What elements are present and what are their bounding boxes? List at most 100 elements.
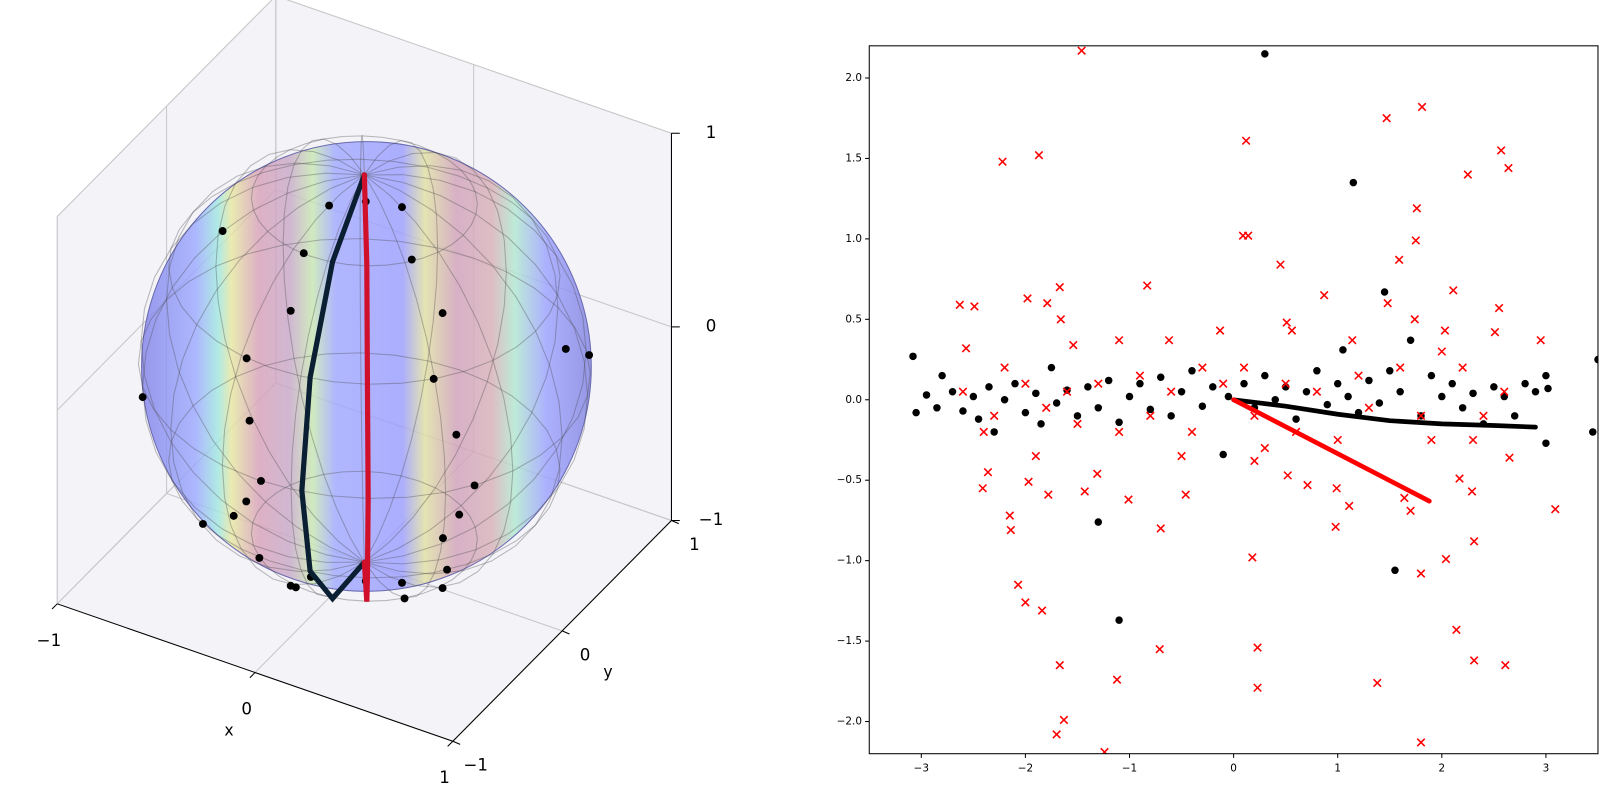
point xyxy=(1055,282,1065,292)
point xyxy=(1093,379,1103,388)
point xyxy=(1494,303,1504,313)
point xyxy=(1312,387,1322,397)
point xyxy=(1166,387,1176,397)
y-axis-label: y xyxy=(603,663,612,681)
point xyxy=(138,393,147,402)
chart-3d: −1 0 1 −1 0 1 −1 0 1 x y xyxy=(37,0,724,786)
point xyxy=(1021,598,1030,607)
point xyxy=(1177,387,1186,396)
sphere-wire xyxy=(364,174,514,588)
point xyxy=(1177,451,1186,461)
point xyxy=(1044,490,1053,499)
point xyxy=(1427,435,1436,445)
x-tick-label: 0 xyxy=(1230,762,1237,774)
y-tick-label: 0 xyxy=(580,645,591,664)
point xyxy=(1283,471,1293,480)
point xyxy=(1156,373,1165,381)
point xyxy=(1215,326,1225,335)
point xyxy=(1510,412,1519,420)
tick-mark xyxy=(51,603,58,610)
point xyxy=(959,407,967,415)
y-tick-label: 1 xyxy=(689,535,700,554)
point xyxy=(438,584,447,593)
point xyxy=(1011,379,1019,388)
point xyxy=(1094,404,1103,412)
sphere-wire xyxy=(364,174,587,563)
point xyxy=(1037,420,1045,428)
point xyxy=(1395,363,1405,372)
point xyxy=(1135,371,1145,380)
point xyxy=(1282,318,1292,327)
point xyxy=(1041,403,1051,413)
point xyxy=(1073,412,1082,420)
point xyxy=(1021,408,1030,417)
point xyxy=(438,309,447,318)
point xyxy=(1187,427,1197,437)
point xyxy=(1463,170,1473,179)
point xyxy=(985,383,993,391)
x-tick-label: −1 xyxy=(1122,762,1137,774)
point xyxy=(255,553,264,562)
point xyxy=(1458,363,1467,372)
point xyxy=(1496,146,1506,155)
point xyxy=(1448,286,1458,295)
tick-mark xyxy=(249,672,256,679)
point xyxy=(229,511,238,520)
y-tick-label: −2.0 xyxy=(837,716,862,728)
point xyxy=(1531,387,1540,396)
point xyxy=(1253,643,1262,652)
point xyxy=(398,203,406,212)
x-tick-label: −1 xyxy=(37,631,62,650)
point xyxy=(1347,335,1357,345)
sphere-wire xyxy=(282,138,365,563)
plot-area xyxy=(909,46,1598,754)
point xyxy=(429,374,438,383)
point xyxy=(909,352,917,361)
point xyxy=(1333,379,1342,388)
point xyxy=(1448,379,1456,388)
x-tick-label: −3 xyxy=(914,762,929,774)
point xyxy=(1416,569,1426,578)
point xyxy=(1438,392,1446,401)
point xyxy=(1188,367,1196,375)
point xyxy=(1411,236,1421,245)
point xyxy=(1034,150,1044,160)
point xyxy=(1287,326,1297,335)
point xyxy=(325,201,334,210)
point xyxy=(974,415,983,423)
chart-2d: −3 −2 −1 0 1 2 3 −2.0 −1.5 −1.0 −0.5 0.0 0.5 1.0 1.5 2.… xyxy=(837,45,1599,774)
point xyxy=(1063,386,1071,394)
point xyxy=(970,302,979,311)
sphere-wire xyxy=(364,151,507,563)
point xyxy=(1077,46,1086,55)
point xyxy=(1427,371,1436,380)
point xyxy=(1504,163,1513,173)
point xyxy=(1167,412,1175,420)
point xyxy=(1031,451,1041,461)
point xyxy=(1260,443,1270,453)
point xyxy=(1452,625,1461,635)
point xyxy=(400,594,409,603)
point xyxy=(1156,524,1166,533)
point xyxy=(1042,298,1052,308)
point xyxy=(1594,355,1598,364)
point xyxy=(1000,396,1009,404)
point xyxy=(1354,371,1363,380)
tick-mark xyxy=(447,740,454,747)
point xyxy=(958,387,968,397)
point xyxy=(1056,315,1066,324)
y-tick-label: −1.0 xyxy=(837,555,862,567)
point xyxy=(1396,387,1404,396)
point xyxy=(1047,363,1056,372)
z-tick-label: −1 xyxy=(699,510,724,529)
point xyxy=(245,416,254,425)
sphere-wire xyxy=(363,140,439,563)
point xyxy=(1000,363,1009,372)
point xyxy=(1276,260,1285,269)
point xyxy=(1084,383,1092,391)
line xyxy=(1231,397,1432,504)
line xyxy=(1231,397,1538,430)
point xyxy=(1469,389,1477,398)
point xyxy=(1115,418,1123,427)
point xyxy=(1303,480,1312,490)
